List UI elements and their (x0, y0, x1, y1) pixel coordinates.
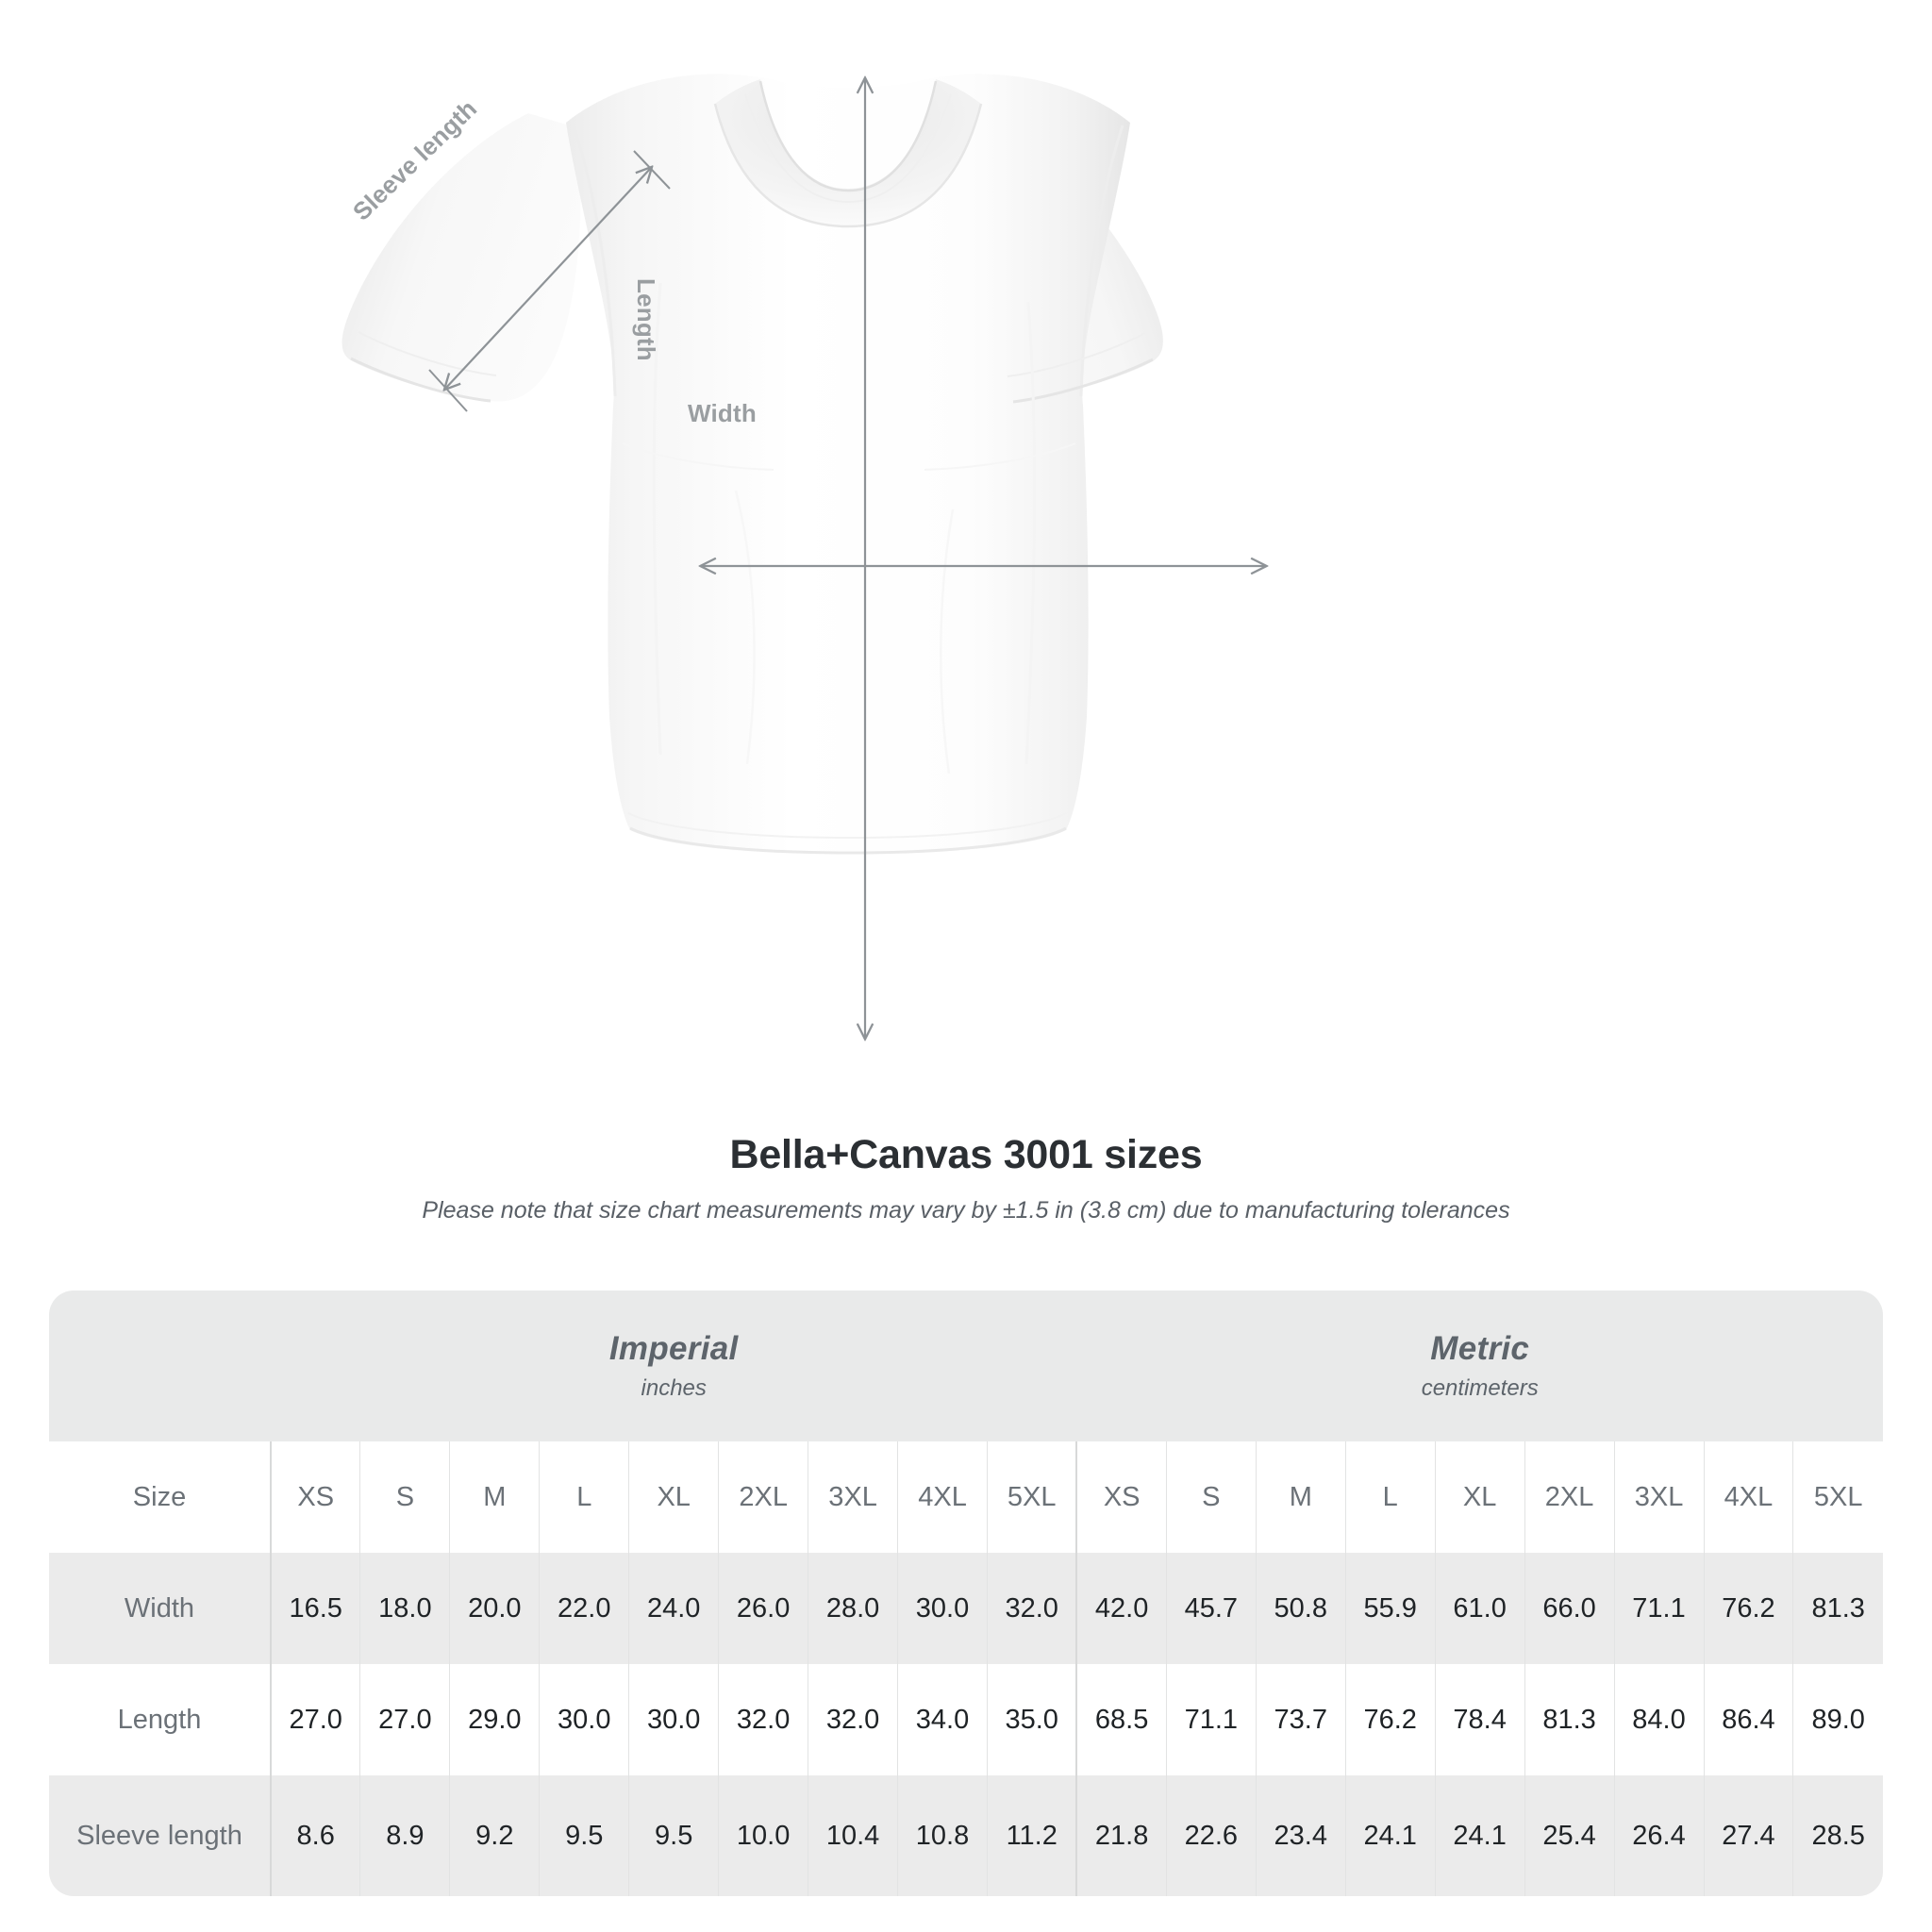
col-header-metric-xs: XS (1075, 1441, 1167, 1553)
col-header-metric-xl: XL (1434, 1441, 1525, 1553)
col-header-imperial-xs: XS (270, 1441, 360, 1553)
cell-sleeve-imperial-l: 9.5 (539, 1775, 629, 1896)
cell-sleeve-metric-4xl: 27.4 (1703, 1775, 1793, 1896)
cell-length-imperial-2xl: 32.0 (718, 1664, 808, 1775)
cell-width-metric-4xl: 76.2 (1703, 1553, 1793, 1664)
col-header-imperial-l: L (539, 1441, 629, 1553)
cell-length-imperial-m: 29.0 (449, 1664, 540, 1775)
cell-sleeve-metric-l: 24.1 (1344, 1775, 1436, 1896)
unit-band-spacer (49, 1291, 271, 1441)
cell-sleeve-imperial-3xl: 10.4 (808, 1775, 898, 1896)
cell-width-metric-l: 55.9 (1344, 1553, 1436, 1664)
cell-length-metric-3xl: 84.0 (1613, 1664, 1704, 1775)
cell-sleeve-metric-2xl: 25.4 (1524, 1775, 1615, 1896)
cell-width-imperial-4xl: 30.0 (897, 1553, 988, 1664)
cell-sleeve-imperial-4xl: 10.8 (897, 1775, 988, 1896)
cell-sleeve-metric-3xl: 26.4 (1613, 1775, 1704, 1896)
tshirt-illustration (341, 74, 1163, 855)
size-table-wrapper: Imperial inches Metric centimeters Size … (49, 1291, 1883, 1896)
cell-sleeve-imperial-2xl: 10.0 (718, 1775, 808, 1896)
cell-length-metric-xl: 78.4 (1434, 1664, 1525, 1775)
table-header-row: Size XS S M L XL 2XL 3XL 4XL 5XL XS S M … (49, 1441, 1883, 1553)
cell-width-imperial-xl: 24.0 (628, 1553, 719, 1664)
cell-sleeve-metric-s: 22.6 (1165, 1775, 1257, 1896)
col-header-imperial-4xl: 4XL (897, 1441, 988, 1553)
cell-sleeve-imperial-5xl: 11.2 (987, 1775, 1077, 1896)
col-header-imperial-3xl: 3XL (808, 1441, 898, 1553)
cell-sleeve-imperial-s: 8.9 (359, 1775, 450, 1896)
col-header-imperial-m: M (449, 1441, 540, 1553)
cell-length-imperial-l: 30.0 (539, 1664, 629, 1775)
cell-length-metric-4xl: 86.4 (1703, 1664, 1793, 1775)
unit-group-metric: Metric centimeters (1076, 1291, 1883, 1441)
cell-sleeve-imperial-m: 9.2 (449, 1775, 540, 1896)
col-header-metric-l: L (1344, 1441, 1436, 1553)
col-header-imperial-5xl: 5XL (987, 1441, 1077, 1553)
page-title: Bella+Canvas 3001 sizes (729, 1132, 1203, 1177)
cell-length-imperial-4xl: 34.0 (897, 1664, 988, 1775)
cell-length-metric-s: 71.1 (1165, 1664, 1257, 1775)
cell-width-metric-5xl: 81.3 (1792, 1553, 1883, 1664)
cell-width-imperial-5xl: 32.0 (987, 1553, 1077, 1664)
cell-length-metric-m: 73.7 (1255, 1664, 1346, 1775)
col-header-metric-4xl: 4XL (1703, 1441, 1793, 1553)
cell-length-imperial-xl: 30.0 (628, 1664, 719, 1775)
cell-width-imperial-xs: 16.5 (270, 1553, 360, 1664)
cell-width-metric-2xl: 66.0 (1524, 1553, 1615, 1664)
unit-group-metric-sub: centimeters (1421, 1375, 1539, 1401)
cell-sleeve-metric-m: 23.4 (1255, 1775, 1346, 1896)
col-header-metric-5xl: 5XL (1792, 1441, 1883, 1553)
cell-sleeve-imperial-xl: 9.5 (628, 1775, 719, 1896)
unit-band-row: Imperial inches Metric centimeters (49, 1291, 1883, 1441)
cell-width-imperial-3xl: 28.0 (808, 1553, 898, 1664)
cell-length-metric-xs: 68.5 (1075, 1664, 1167, 1775)
col-header-metric-3xl: 3XL (1613, 1441, 1704, 1553)
cell-width-metric-m: 50.8 (1255, 1553, 1346, 1664)
col-header-metric-2xl: 2XL (1524, 1441, 1615, 1553)
table-row: Sleeve length 8.6 8.9 9.2 9.5 9.5 10.0 1… (49, 1775, 1883, 1896)
row-label-size: Size (49, 1441, 272, 1553)
cell-sleeve-imperial-xs: 8.6 (270, 1775, 360, 1896)
cell-width-imperial-m: 20.0 (449, 1553, 540, 1664)
cell-length-metric-2xl: 81.3 (1524, 1664, 1615, 1775)
cell-width-metric-s: 45.7 (1165, 1553, 1257, 1664)
cell-sleeve-metric-xs: 21.8 (1075, 1775, 1167, 1896)
col-header-metric-m: M (1255, 1441, 1346, 1553)
length-label: Length (632, 278, 660, 361)
cell-length-metric-l: 76.2 (1344, 1664, 1436, 1775)
row-label-length: Length (49, 1664, 272, 1775)
cell-width-metric-3xl: 71.1 (1613, 1553, 1704, 1664)
width-label: Width (688, 399, 757, 427)
cell-length-metric-5xl: 89.0 (1792, 1664, 1883, 1775)
col-header-imperial-s: S (359, 1441, 450, 1553)
garment-diagram: Sleeve length Length Width (341, 74, 1932, 1113)
cell-width-metric-xl: 61.0 (1434, 1553, 1525, 1664)
row-label-width: Width (49, 1553, 272, 1664)
cell-sleeve-metric-xl: 24.1 (1434, 1775, 1525, 1896)
unit-group-imperial: Imperial inches (271, 1291, 1076, 1441)
cell-width-imperial-s: 18.0 (359, 1553, 450, 1664)
unit-group-metric-name: Metric (1430, 1330, 1530, 1367)
col-header-metric-s: S (1165, 1441, 1257, 1553)
cell-length-imperial-s: 27.0 (359, 1664, 450, 1775)
cell-width-imperial-l: 22.0 (539, 1553, 629, 1664)
cell-length-imperial-5xl: 35.0 (987, 1664, 1077, 1775)
cell-sleeve-metric-5xl: 28.5 (1792, 1775, 1883, 1896)
tolerance-note: Please note that size chart measurements… (422, 1197, 1510, 1224)
size-table: Imperial inches Metric centimeters Size … (49, 1291, 1883, 1896)
unit-group-imperial-name: Imperial (608, 1330, 739, 1367)
col-header-imperial-xl: XL (628, 1441, 719, 1553)
table-row: Width 16.5 18.0 20.0 22.0 24.0 26.0 28.0… (49, 1553, 1883, 1664)
table-row: Length 27.0 27.0 29.0 30.0 30.0 32.0 32.… (49, 1664, 1883, 1775)
unit-group-imperial-sub: inches (641, 1375, 707, 1401)
cell-width-imperial-2xl: 26.0 (718, 1553, 808, 1664)
cell-width-metric-xs: 42.0 (1075, 1553, 1167, 1664)
col-header-imperial-2xl: 2XL (718, 1441, 808, 1553)
chart-heading: Bella+Canvas 3001 sizes Please note that… (0, 1132, 1932, 1224)
cell-length-imperial-xs: 27.0 (270, 1664, 360, 1775)
row-label-sleeve-length: Sleeve length (49, 1775, 272, 1896)
cell-length-imperial-3xl: 32.0 (808, 1664, 898, 1775)
